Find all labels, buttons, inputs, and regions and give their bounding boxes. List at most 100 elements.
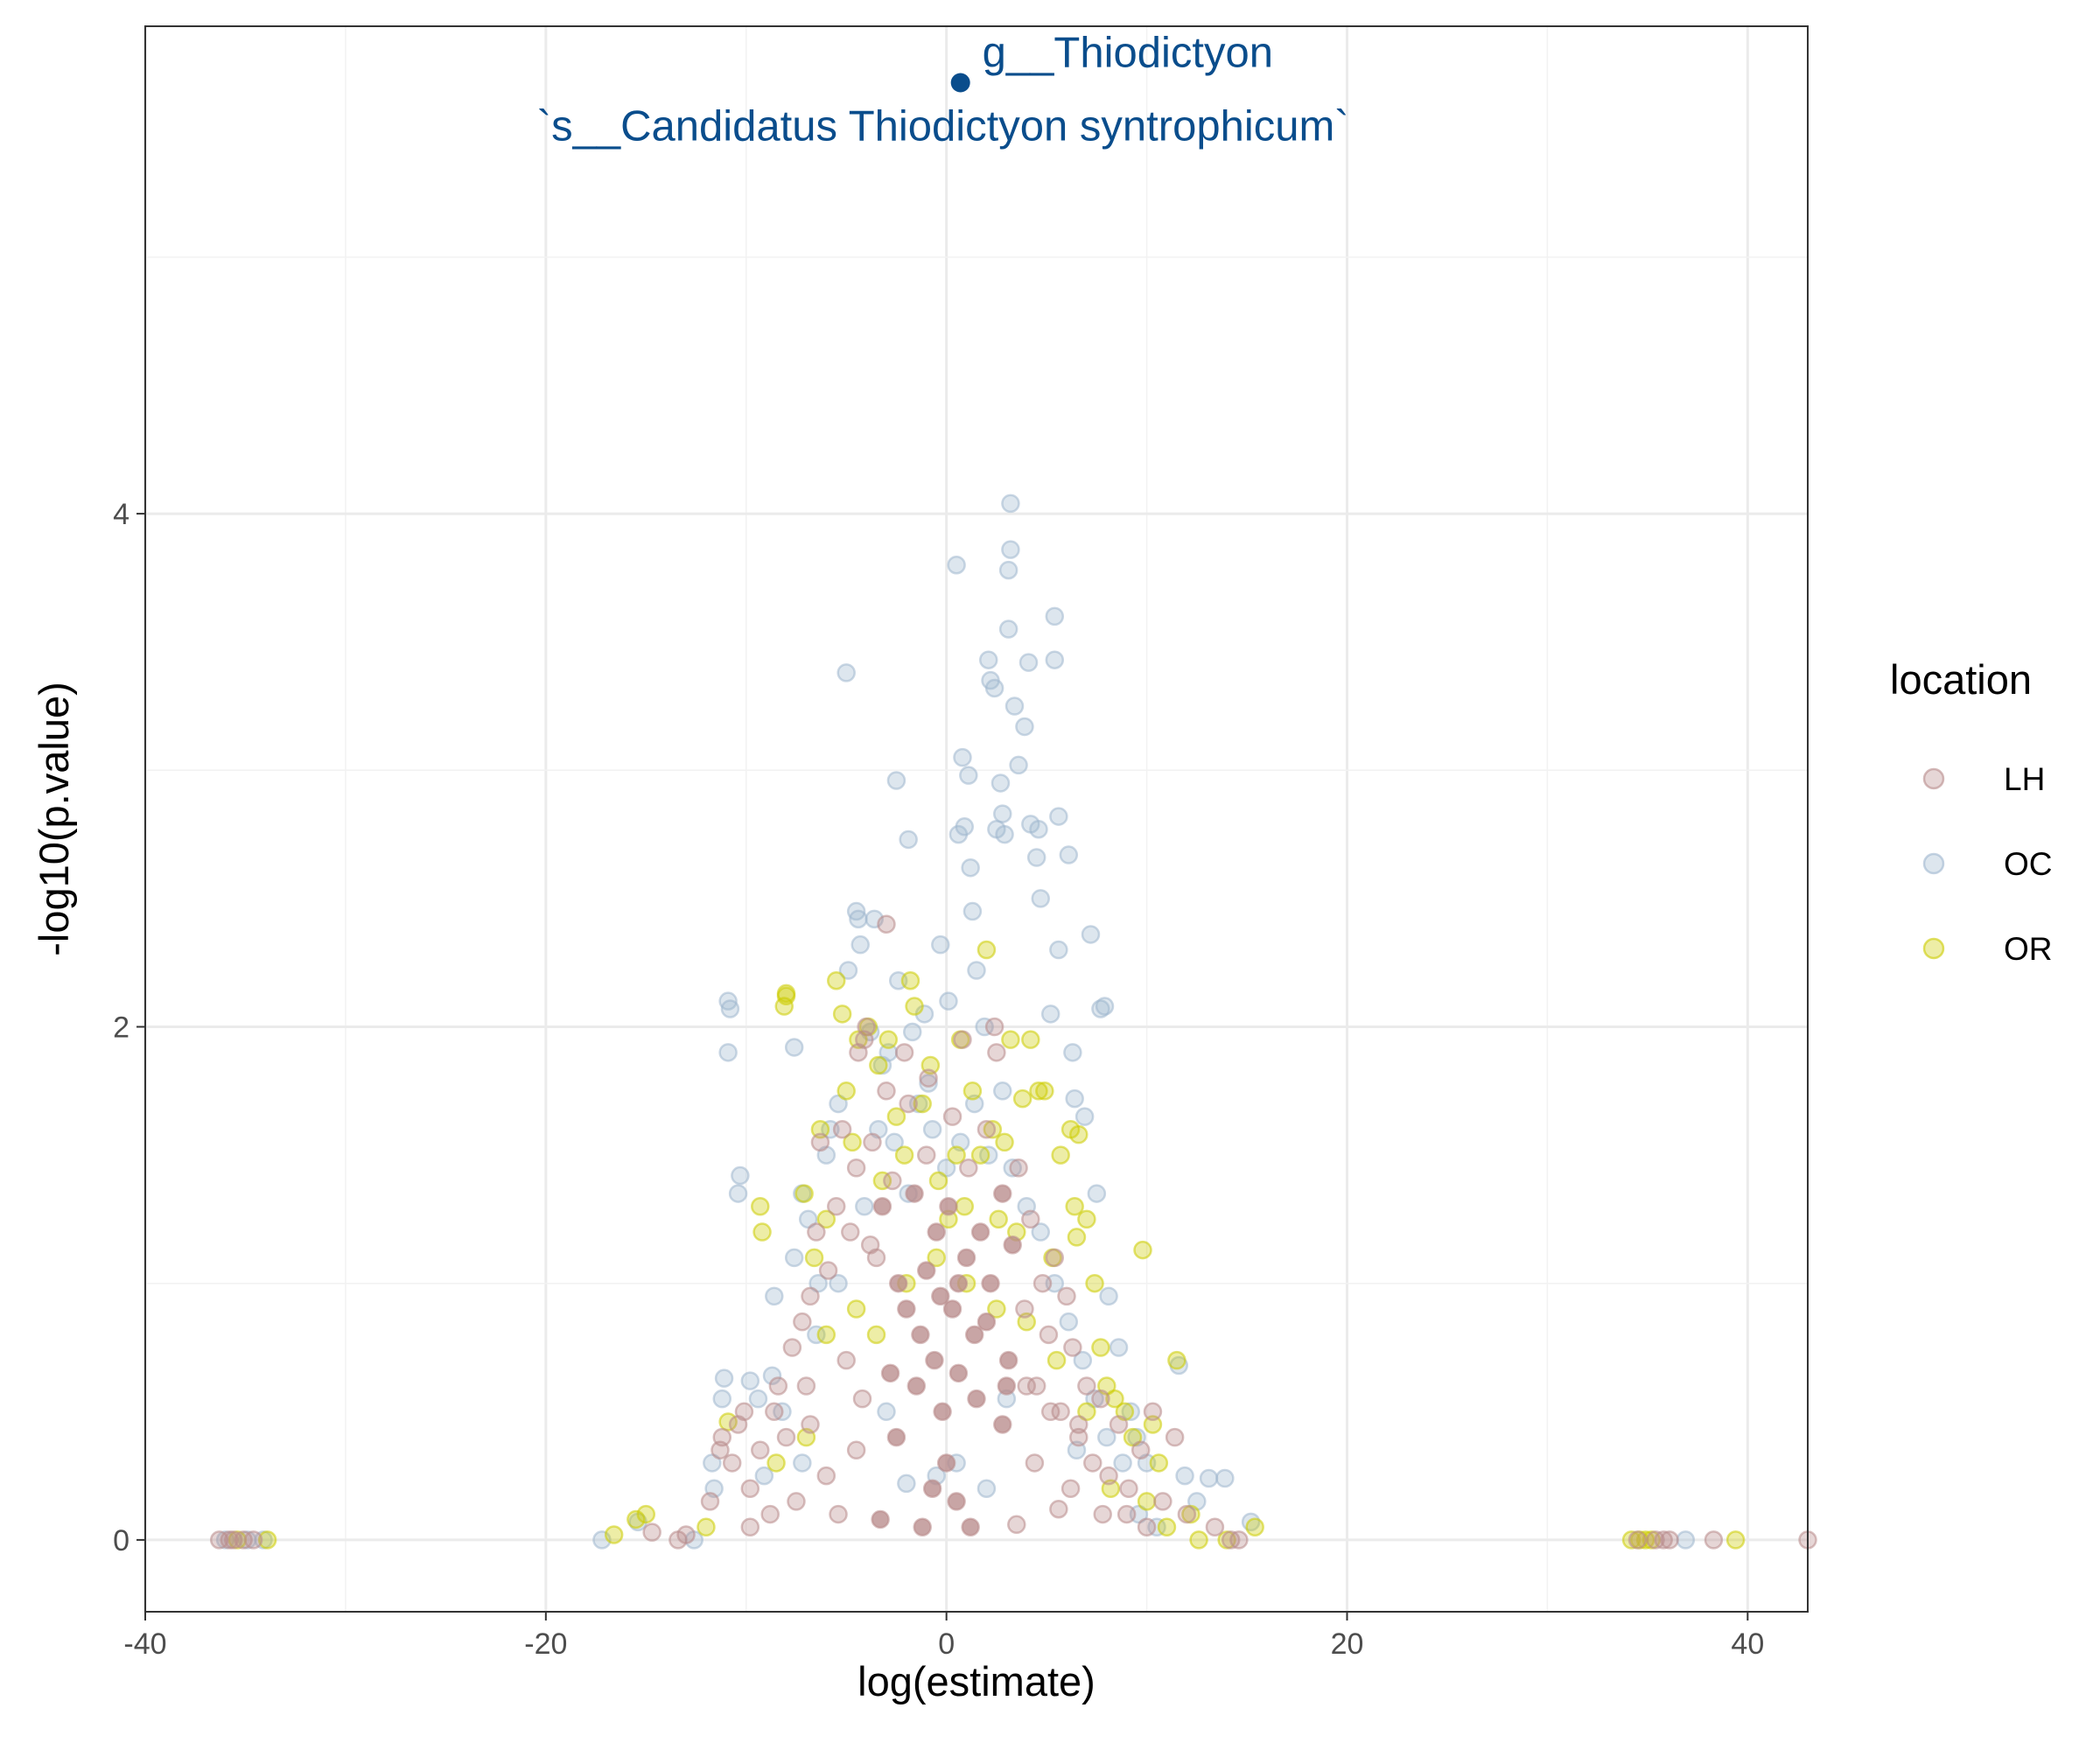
data-point-or — [752, 1222, 772, 1242]
y-axis: 0 2 4 — [113, 498, 145, 1558]
data-point-or — [836, 1082, 856, 1101]
data-point-lh — [907, 1377, 925, 1395]
data-point-oc — [959, 766, 978, 785]
data-point-oc — [953, 747, 972, 767]
data-point-or — [927, 1248, 946, 1268]
data-point-oc — [784, 1248, 804, 1268]
data-point-oc — [993, 1082, 1012, 1101]
data-point-lh — [972, 1223, 990, 1241]
data-point-oc — [1040, 1004, 1060, 1024]
data-point-lh — [1091, 1389, 1110, 1409]
data-point-oc — [748, 1389, 768, 1409]
x-axis-title: log(estimate) — [858, 1658, 1096, 1704]
data-point-or — [894, 1145, 914, 1165]
data-point-lh — [968, 1390, 985, 1408]
data-point-oc — [1147, 1517, 1166, 1536]
data-point-oc — [995, 824, 1014, 844]
highlight-point — [950, 73, 970, 93]
data-point-oc — [1049, 940, 1068, 960]
data-point-lh — [976, 1120, 997, 1139]
data-point-or — [1245, 1517, 1264, 1536]
data-point-lh — [740, 1517, 760, 1536]
data-point-or — [1105, 1389, 1124, 1409]
data-point-lh — [676, 1525, 696, 1544]
legend-entry-lh: LH — [1922, 761, 2045, 797]
data-point-lh — [1015, 1299, 1034, 1319]
data-point-or — [1068, 1124, 1088, 1144]
data-point-oc — [784, 1038, 804, 1057]
data-point-oc — [990, 774, 1011, 793]
data-point-lh — [1083, 1453, 1102, 1473]
data-point-lh — [994, 1185, 1012, 1202]
data-point-lh — [1099, 1466, 1118, 1486]
data-point-lh — [1130, 1440, 1151, 1460]
data-point-oc — [1073, 1350, 1093, 1370]
data-point-lh — [740, 1479, 760, 1499]
data-point-lh — [984, 1017, 1004, 1037]
data-point-lh — [816, 1466, 836, 1486]
data-point-or — [872, 1171, 892, 1191]
data-point-lh — [987, 1043, 1006, 1062]
highlight-layer: g__Thiodictyon `s__Candidatus Thiodictyo… — [537, 30, 1349, 150]
data-point-or — [947, 1145, 966, 1165]
data-point-oc — [1026, 848, 1046, 867]
data-point-lh — [832, 1120, 852, 1139]
data-point-oc — [855, 1196, 874, 1216]
data-point-lh — [1116, 1504, 1137, 1524]
data-point-or — [1051, 1145, 1070, 1165]
data-point-oc — [976, 1479, 997, 1499]
data-point-oc — [850, 934, 870, 955]
data-point-or — [846, 1299, 866, 1319]
legend-label-lh: LH — [2004, 761, 2045, 797]
data-point-oc — [1087, 1184, 1107, 1203]
data-point-or — [1029, 1082, 1048, 1101]
data-point-lh — [841, 1222, 860, 1242]
data-point-oc — [720, 999, 740, 1018]
data-point-lh — [793, 1312, 812, 1332]
data-point-oc — [849, 909, 868, 929]
data-point-lh — [1025, 1453, 1045, 1473]
data-point-lh — [940, 1198, 957, 1215]
data-point-or — [794, 1184, 814, 1203]
data-point-lh — [1004, 1236, 1021, 1254]
data-point-oc — [886, 771, 906, 790]
y-tick-label: 2 — [113, 1011, 130, 1044]
data-point-lh — [1165, 1427, 1185, 1447]
data-point-oc — [1074, 1107, 1095, 1126]
data-point-lh — [883, 1171, 902, 1191]
data-point-lh — [827, 1196, 846, 1216]
data-point-oc — [1004, 696, 1025, 716]
data-point-lh — [1021, 1209, 1040, 1229]
data-point-or — [913, 1094, 932, 1114]
data-point-oc — [1113, 1453, 1132, 1473]
data-point-or — [804, 1248, 824, 1268]
data-point-oc — [897, 1474, 916, 1494]
data-point-oc — [1065, 1088, 1084, 1109]
y-tick-label: 4 — [113, 498, 130, 531]
data-point-oc — [1009, 755, 1028, 775]
legend-key-lh — [1922, 767, 1945, 790]
data-point-or — [696, 1517, 716, 1536]
data-point-lh — [1040, 1402, 1060, 1422]
plot-background — [145, 26, 1808, 1612]
data-point-lh — [914, 1518, 931, 1536]
data-point-lh — [846, 1440, 866, 1460]
data-point-lh — [898, 1300, 915, 1318]
data-point-oc — [793, 1453, 812, 1473]
data-point-oc — [931, 934, 950, 955]
data-point-lh — [1077, 1376, 1096, 1396]
data-point-lh — [994, 1416, 1012, 1433]
data-point-oc — [967, 961, 986, 980]
data-point-lh — [1628, 1530, 1648, 1550]
data-point-oc — [919, 1074, 938, 1093]
data-point-or — [810, 1120, 830, 1139]
data-point-or — [1137, 1492, 1157, 1511]
data-point-lh — [966, 1326, 984, 1343]
data-point-lh — [944, 1300, 962, 1318]
data-point-oc — [829, 1273, 848, 1293]
data-point-lh — [887, 1429, 905, 1446]
data-point-or — [1077, 1209, 1096, 1229]
data-point-or — [816, 1325, 836, 1345]
data-point-or — [827, 970, 846, 990]
data-point-oc — [1031, 1222, 1051, 1242]
